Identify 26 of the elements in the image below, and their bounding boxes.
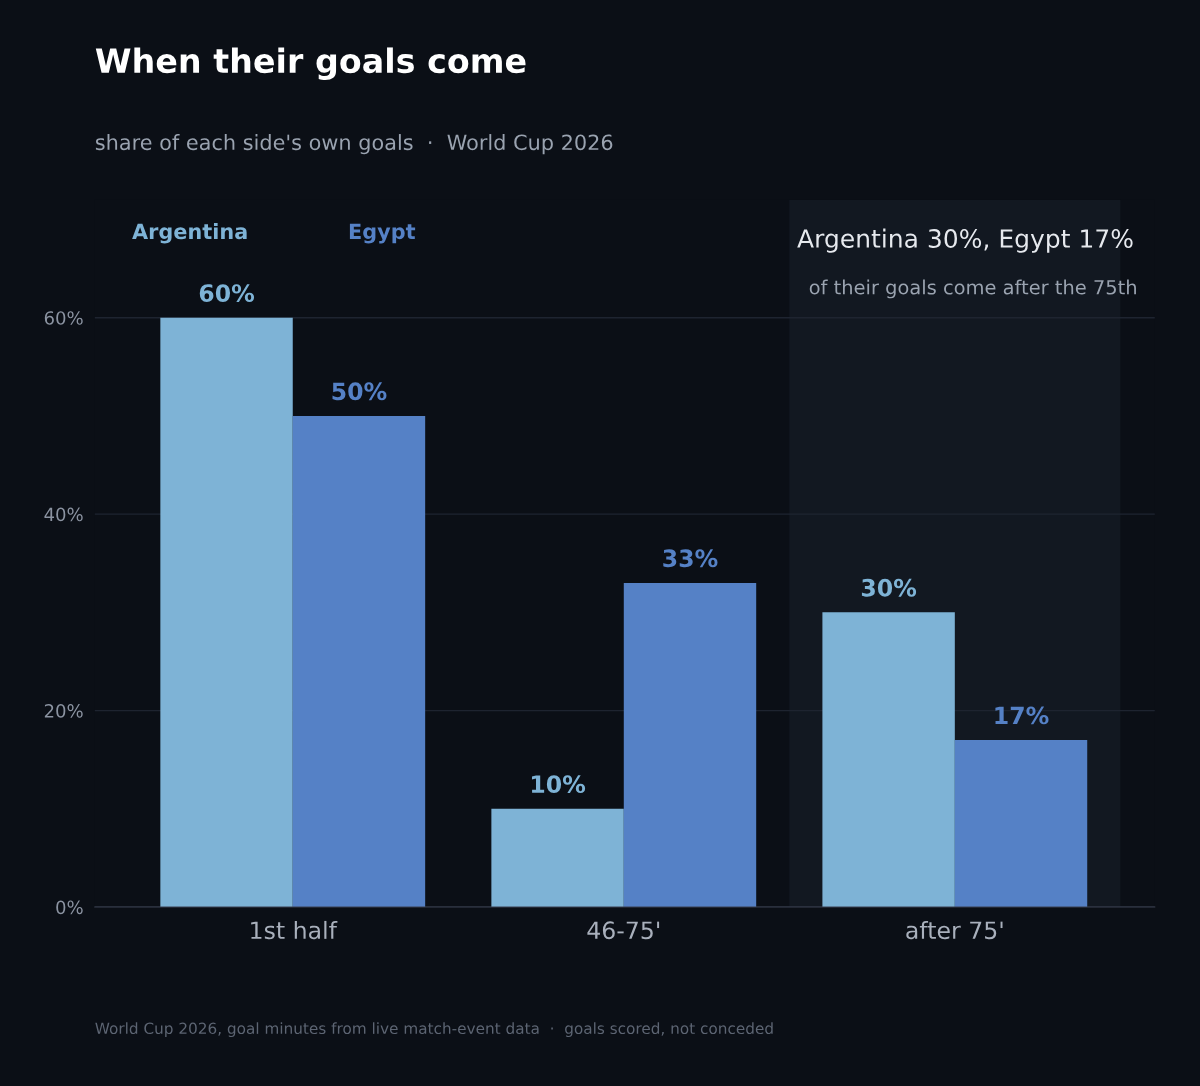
y-tick-label: 20% — [44, 704, 83, 718]
text: Egypt — [349, 223, 416, 244]
data-label: 33% — [663, 549, 718, 568]
bar — [623, 582, 757, 908]
y-tick-label: 40% — [44, 507, 83, 522]
bar — [160, 317, 293, 908]
y-tick-label: 60% — [44, 311, 83, 325]
annotation: of their goals come after the 75th — [809, 279, 1136, 299]
text: Argentina — [132, 223, 247, 244]
text: World Cup 2026, goal minutes from live match-event data · goals scored, not conceded — [95, 1022, 773, 1038]
x-tick-label: 46-75' — [587, 921, 660, 940]
chart-subtitle: share of each side's own goals · World Cup 2026 — [95, 134, 613, 155]
data-label: 30% — [861, 578, 917, 597]
bar — [954, 740, 1088, 908]
data-label: 50% — [332, 382, 387, 401]
data-label: 60% — [199, 284, 255, 303]
x-tick-label: 1st half — [251, 920, 338, 940]
data-label: 10% — [531, 775, 586, 794]
annotation: Argentina 30%, Egypt 17% — [797, 228, 1133, 253]
bar — [292, 415, 426, 908]
bar — [491, 808, 624, 908]
chart-title: When their goals come — [95, 47, 526, 80]
y-tick-label: 0% — [56, 900, 83, 915]
x-tick-label: after 75' — [906, 920, 1003, 940]
data-label: 17% — [995, 706, 1049, 725]
bar — [822, 612, 955, 908]
